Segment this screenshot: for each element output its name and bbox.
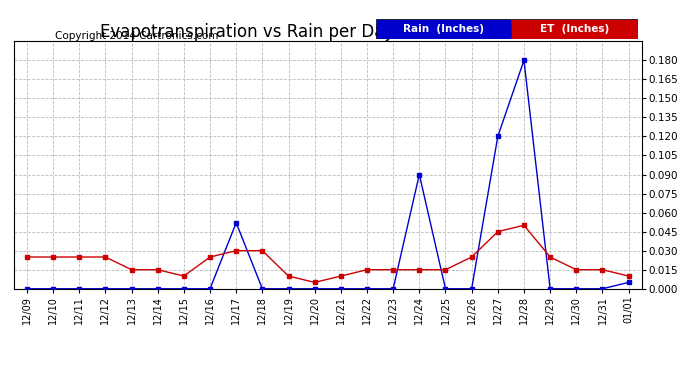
Text: Rain  (Inches): Rain (Inches) — [403, 24, 484, 34]
Title: Evapotranspiration vs Rain per Day (Inches) 20140102: Evapotranspiration vs Rain per Day (Inch… — [99, 23, 556, 41]
Text: Copyright 2014 Cartronics.com: Copyright 2014 Cartronics.com — [55, 32, 219, 41]
Text: ET  (Inches): ET (Inches) — [540, 24, 609, 34]
